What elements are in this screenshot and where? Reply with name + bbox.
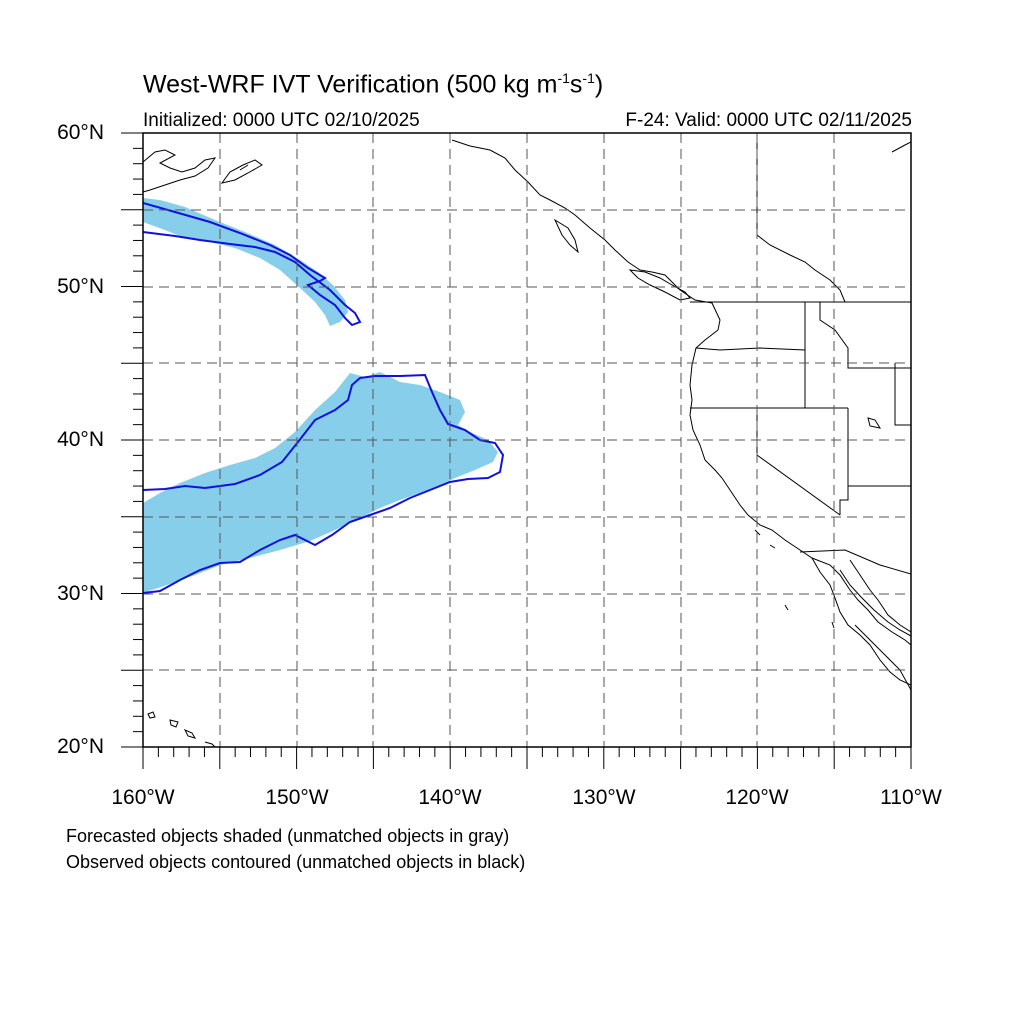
- islands-pacific: [754, 417, 882, 629]
- lat-label-40: 40°N: [57, 428, 104, 451]
- axis-ticks: [121, 132, 912, 769]
- mexico-mainland: [854, 624, 911, 691]
- lon-label-130w: 130°W: [572, 786, 636, 809]
- forecast-objects: [143, 198, 498, 593]
- observed-contour-south: [143, 373, 505, 594]
- mexico-coast: [849, 559, 911, 633]
- alaska-coast-east: [451, 139, 721, 331]
- lon-label-150w: 150°W: [265, 786, 329, 809]
- note-forecast: Forecasted objects shaded (unmatched obj…: [66, 826, 510, 846]
- forecast-object-south: [143, 372, 498, 593]
- gulf-of-california: [839, 569, 911, 637]
- graticule: [143, 133, 911, 747]
- state-border-ca-nv: [756, 408, 841, 516]
- alaska-coast-west: [143, 149, 217, 193]
- observed-contour-north: [143, 202, 362, 327]
- state-border-wa-or: [695, 347, 806, 408]
- title-main: West-WRF IVT Verification (500 kg m: [143, 70, 558, 99]
- lon-label-160w: 160°W: [111, 786, 175, 809]
- canada-inland-border: [756, 133, 846, 303]
- lon-label-120w: 120°W: [725, 786, 789, 809]
- state-border-mt-wy: [894, 363, 911, 426]
- map-title: West-WRF IVT Verification (500 kg m-1s-1…: [143, 70, 603, 99]
- lat-label-60: 60°N: [57, 121, 104, 144]
- forecast-object-north: [143, 198, 348, 326]
- initialized-label: Initialized: 0000 UTC 02/10/2025: [143, 110, 420, 131]
- lat-label-20: 20°N: [57, 735, 104, 758]
- title-end: ): [594, 70, 604, 99]
- hawaii-islands: [147, 711, 216, 747]
- vancouver-island: [628, 269, 691, 301]
- state-border-nv-az: [839, 408, 849, 515]
- us-west-coast: [689, 329, 911, 646]
- arctic-coast-ne: [891, 141, 911, 153]
- state-border-id: [804, 302, 911, 369]
- title-mid: s: [569, 70, 583, 99]
- baja-california: [811, 557, 911, 686]
- observed-objects: [143, 202, 505, 594]
- lat-label-50: 50°N: [57, 275, 104, 298]
- valid-time-label: F-24: Valid: 0000 UTC 02/11/2025: [625, 110, 912, 131]
- lat-label-30: 30°N: [57, 582, 104, 605]
- haida-gwaii: [553, 218, 579, 254]
- note-observed: Observed objects contoured (unmatched ob…: [66, 852, 526, 872]
- title-exponent-2: -1: [582, 70, 595, 86]
- lon-label-110w: 110°W: [880, 786, 942, 809]
- us-mexico-border: [799, 549, 911, 575]
- alaska-islands: [220, 159, 263, 184]
- lon-label-140w: 140°W: [418, 786, 482, 809]
- title-exponent-1: -1: [557, 70, 570, 86]
